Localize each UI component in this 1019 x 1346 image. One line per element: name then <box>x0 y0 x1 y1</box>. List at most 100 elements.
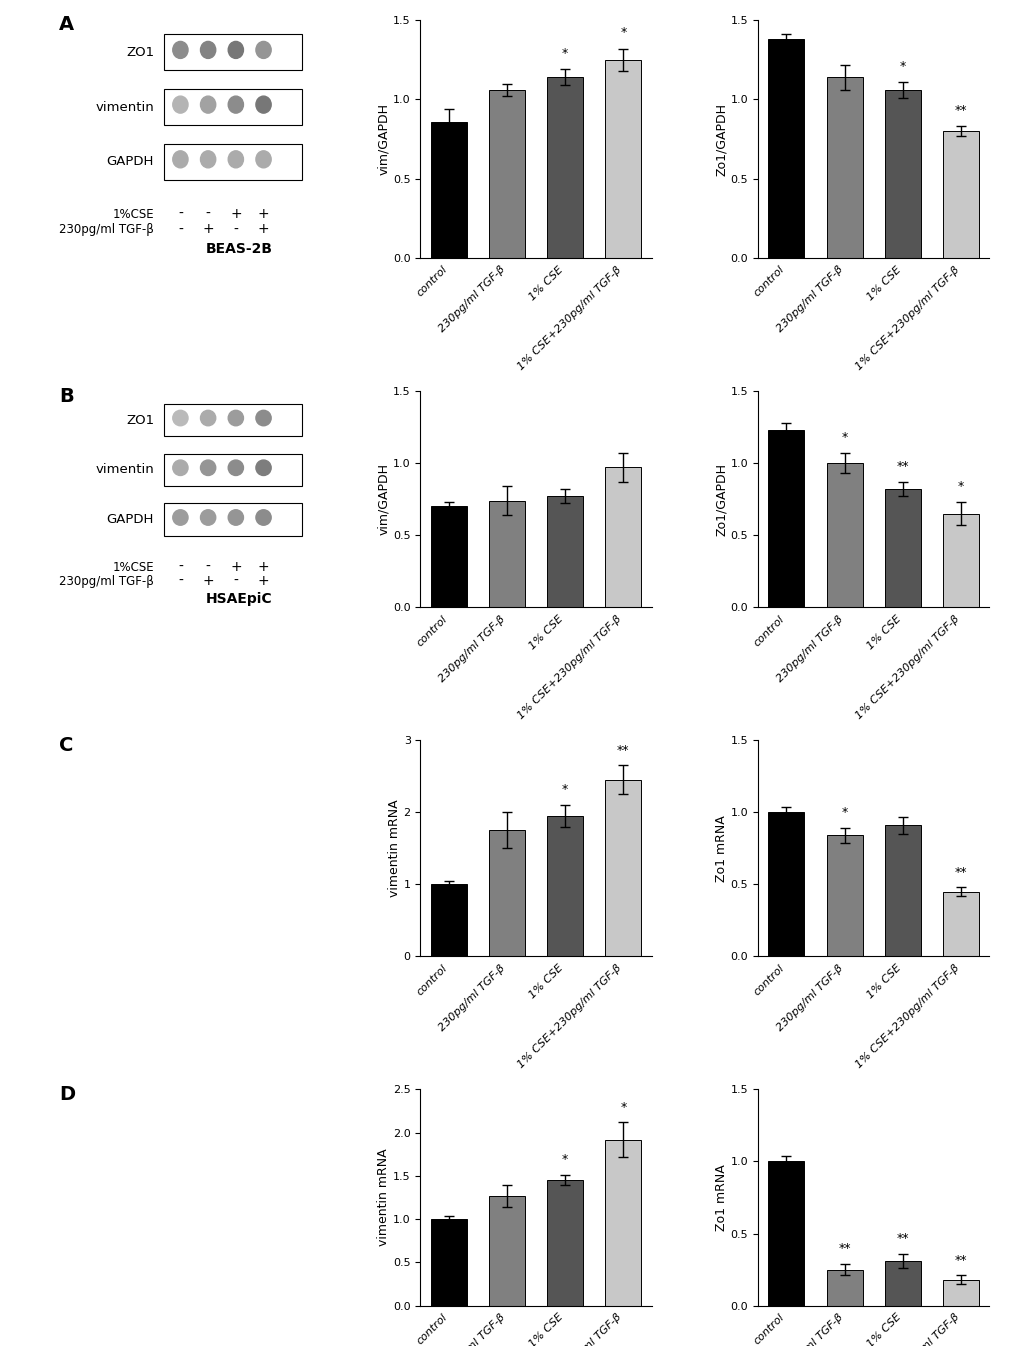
Text: **: ** <box>616 744 629 756</box>
Ellipse shape <box>201 411 216 425</box>
Bar <box>547 816 583 957</box>
Y-axis label: vimentin mRNA: vimentin mRNA <box>377 1148 390 1246</box>
Bar <box>825 836 862 957</box>
Bar <box>767 812 804 957</box>
Ellipse shape <box>172 411 187 425</box>
Y-axis label: Zo1/GAPDH: Zo1/GAPDH <box>714 463 727 536</box>
Bar <box>942 131 978 258</box>
Text: **: ** <box>838 1242 850 1256</box>
X-axis label: BEAS-2B: BEAS-2B <box>843 1112 903 1125</box>
Y-axis label: Zo1 mRNA: Zo1 mRNA <box>714 814 727 882</box>
Text: **: ** <box>954 104 966 117</box>
Text: +: + <box>258 222 269 237</box>
Bar <box>767 39 804 258</box>
Ellipse shape <box>172 510 187 525</box>
Text: +: + <box>230 560 242 575</box>
Ellipse shape <box>201 42 216 58</box>
X-axis label: HSAEpiC: HSAEpiC <box>505 763 566 775</box>
Bar <box>942 891 978 957</box>
Ellipse shape <box>172 151 187 168</box>
Bar <box>547 1180 583 1306</box>
Bar <box>883 825 920 957</box>
Text: +: + <box>202 222 214 237</box>
Bar <box>605 1140 641 1306</box>
Text: -: - <box>233 575 238 588</box>
Bar <box>883 90 920 258</box>
Text: vimentin: vimentin <box>95 101 154 113</box>
Text: **: ** <box>896 460 908 474</box>
Bar <box>489 501 525 607</box>
Y-axis label: vim/GAPDH: vim/GAPDH <box>377 463 390 536</box>
Bar <box>825 77 862 258</box>
Text: *: * <box>561 47 568 59</box>
Text: 1%CSE: 1%CSE <box>112 561 154 573</box>
Text: ZO1: ZO1 <box>125 46 154 59</box>
Y-axis label: vim/GAPDH: vim/GAPDH <box>377 104 390 175</box>
Ellipse shape <box>201 510 216 525</box>
Bar <box>430 1219 467 1306</box>
FancyBboxPatch shape <box>164 454 302 486</box>
Bar <box>883 489 920 607</box>
Ellipse shape <box>172 460 187 475</box>
Ellipse shape <box>201 460 216 475</box>
Ellipse shape <box>228 42 244 58</box>
FancyBboxPatch shape <box>164 503 302 536</box>
Bar <box>605 779 641 957</box>
Text: 230pg/ml TGF-β: 230pg/ml TGF-β <box>59 575 154 588</box>
Ellipse shape <box>228 96 244 113</box>
Text: vimentin: vimentin <box>95 463 154 476</box>
Text: 230pg/ml TGF-β: 230pg/ml TGF-β <box>59 223 154 236</box>
Ellipse shape <box>256 460 271 475</box>
Ellipse shape <box>256 510 271 525</box>
Text: BEAS-2B: BEAS-2B <box>206 241 272 256</box>
Text: +: + <box>258 575 269 588</box>
Bar <box>825 1269 862 1306</box>
Bar <box>883 1261 920 1306</box>
Bar <box>430 506 467 607</box>
Text: **: ** <box>954 865 966 879</box>
Bar <box>489 90 525 258</box>
Text: ZO1: ZO1 <box>125 413 154 427</box>
Text: -: - <box>177 222 182 237</box>
X-axis label: BEAS-2B: BEAS-2B <box>505 413 566 427</box>
Ellipse shape <box>172 42 187 58</box>
Y-axis label: Zo1 mRNA: Zo1 mRNA <box>714 1164 727 1230</box>
Text: **: ** <box>954 1253 966 1267</box>
Text: *: * <box>620 1101 626 1113</box>
Text: -: - <box>177 560 182 575</box>
Text: -: - <box>177 575 182 588</box>
Text: *: * <box>561 1154 568 1167</box>
Text: **: ** <box>896 1232 908 1245</box>
Text: D: D <box>59 1085 75 1104</box>
Bar <box>430 121 467 258</box>
Ellipse shape <box>228 411 244 425</box>
Ellipse shape <box>201 151 216 168</box>
Text: GAPDH: GAPDH <box>107 513 154 526</box>
Text: 1%CSE: 1%CSE <box>112 207 154 221</box>
Text: +: + <box>258 207 269 221</box>
Ellipse shape <box>256 151 271 168</box>
X-axis label: BEAS-2B: BEAS-2B <box>843 413 903 427</box>
Text: *: * <box>841 806 847 820</box>
Text: *: * <box>957 481 963 494</box>
Ellipse shape <box>228 151 244 168</box>
Text: *: * <box>841 431 847 444</box>
FancyBboxPatch shape <box>164 35 302 70</box>
Text: +: + <box>258 560 269 575</box>
Text: +: + <box>230 207 242 221</box>
Bar <box>605 59 641 258</box>
X-axis label: HSAEpiC: HSAEpiC <box>843 763 903 775</box>
X-axis label: BEAS-2B: BEAS-2B <box>505 1112 566 1125</box>
Ellipse shape <box>201 96 216 113</box>
Bar <box>547 497 583 607</box>
Bar <box>605 467 641 607</box>
Text: C: C <box>59 736 73 755</box>
Bar <box>430 884 467 957</box>
Y-axis label: Zo1/GAPDH: Zo1/GAPDH <box>714 102 727 175</box>
Text: *: * <box>899 59 905 73</box>
Text: -: - <box>206 207 210 221</box>
Text: *: * <box>561 783 568 797</box>
Bar <box>547 77 583 258</box>
Ellipse shape <box>256 411 271 425</box>
FancyBboxPatch shape <box>164 89 302 125</box>
